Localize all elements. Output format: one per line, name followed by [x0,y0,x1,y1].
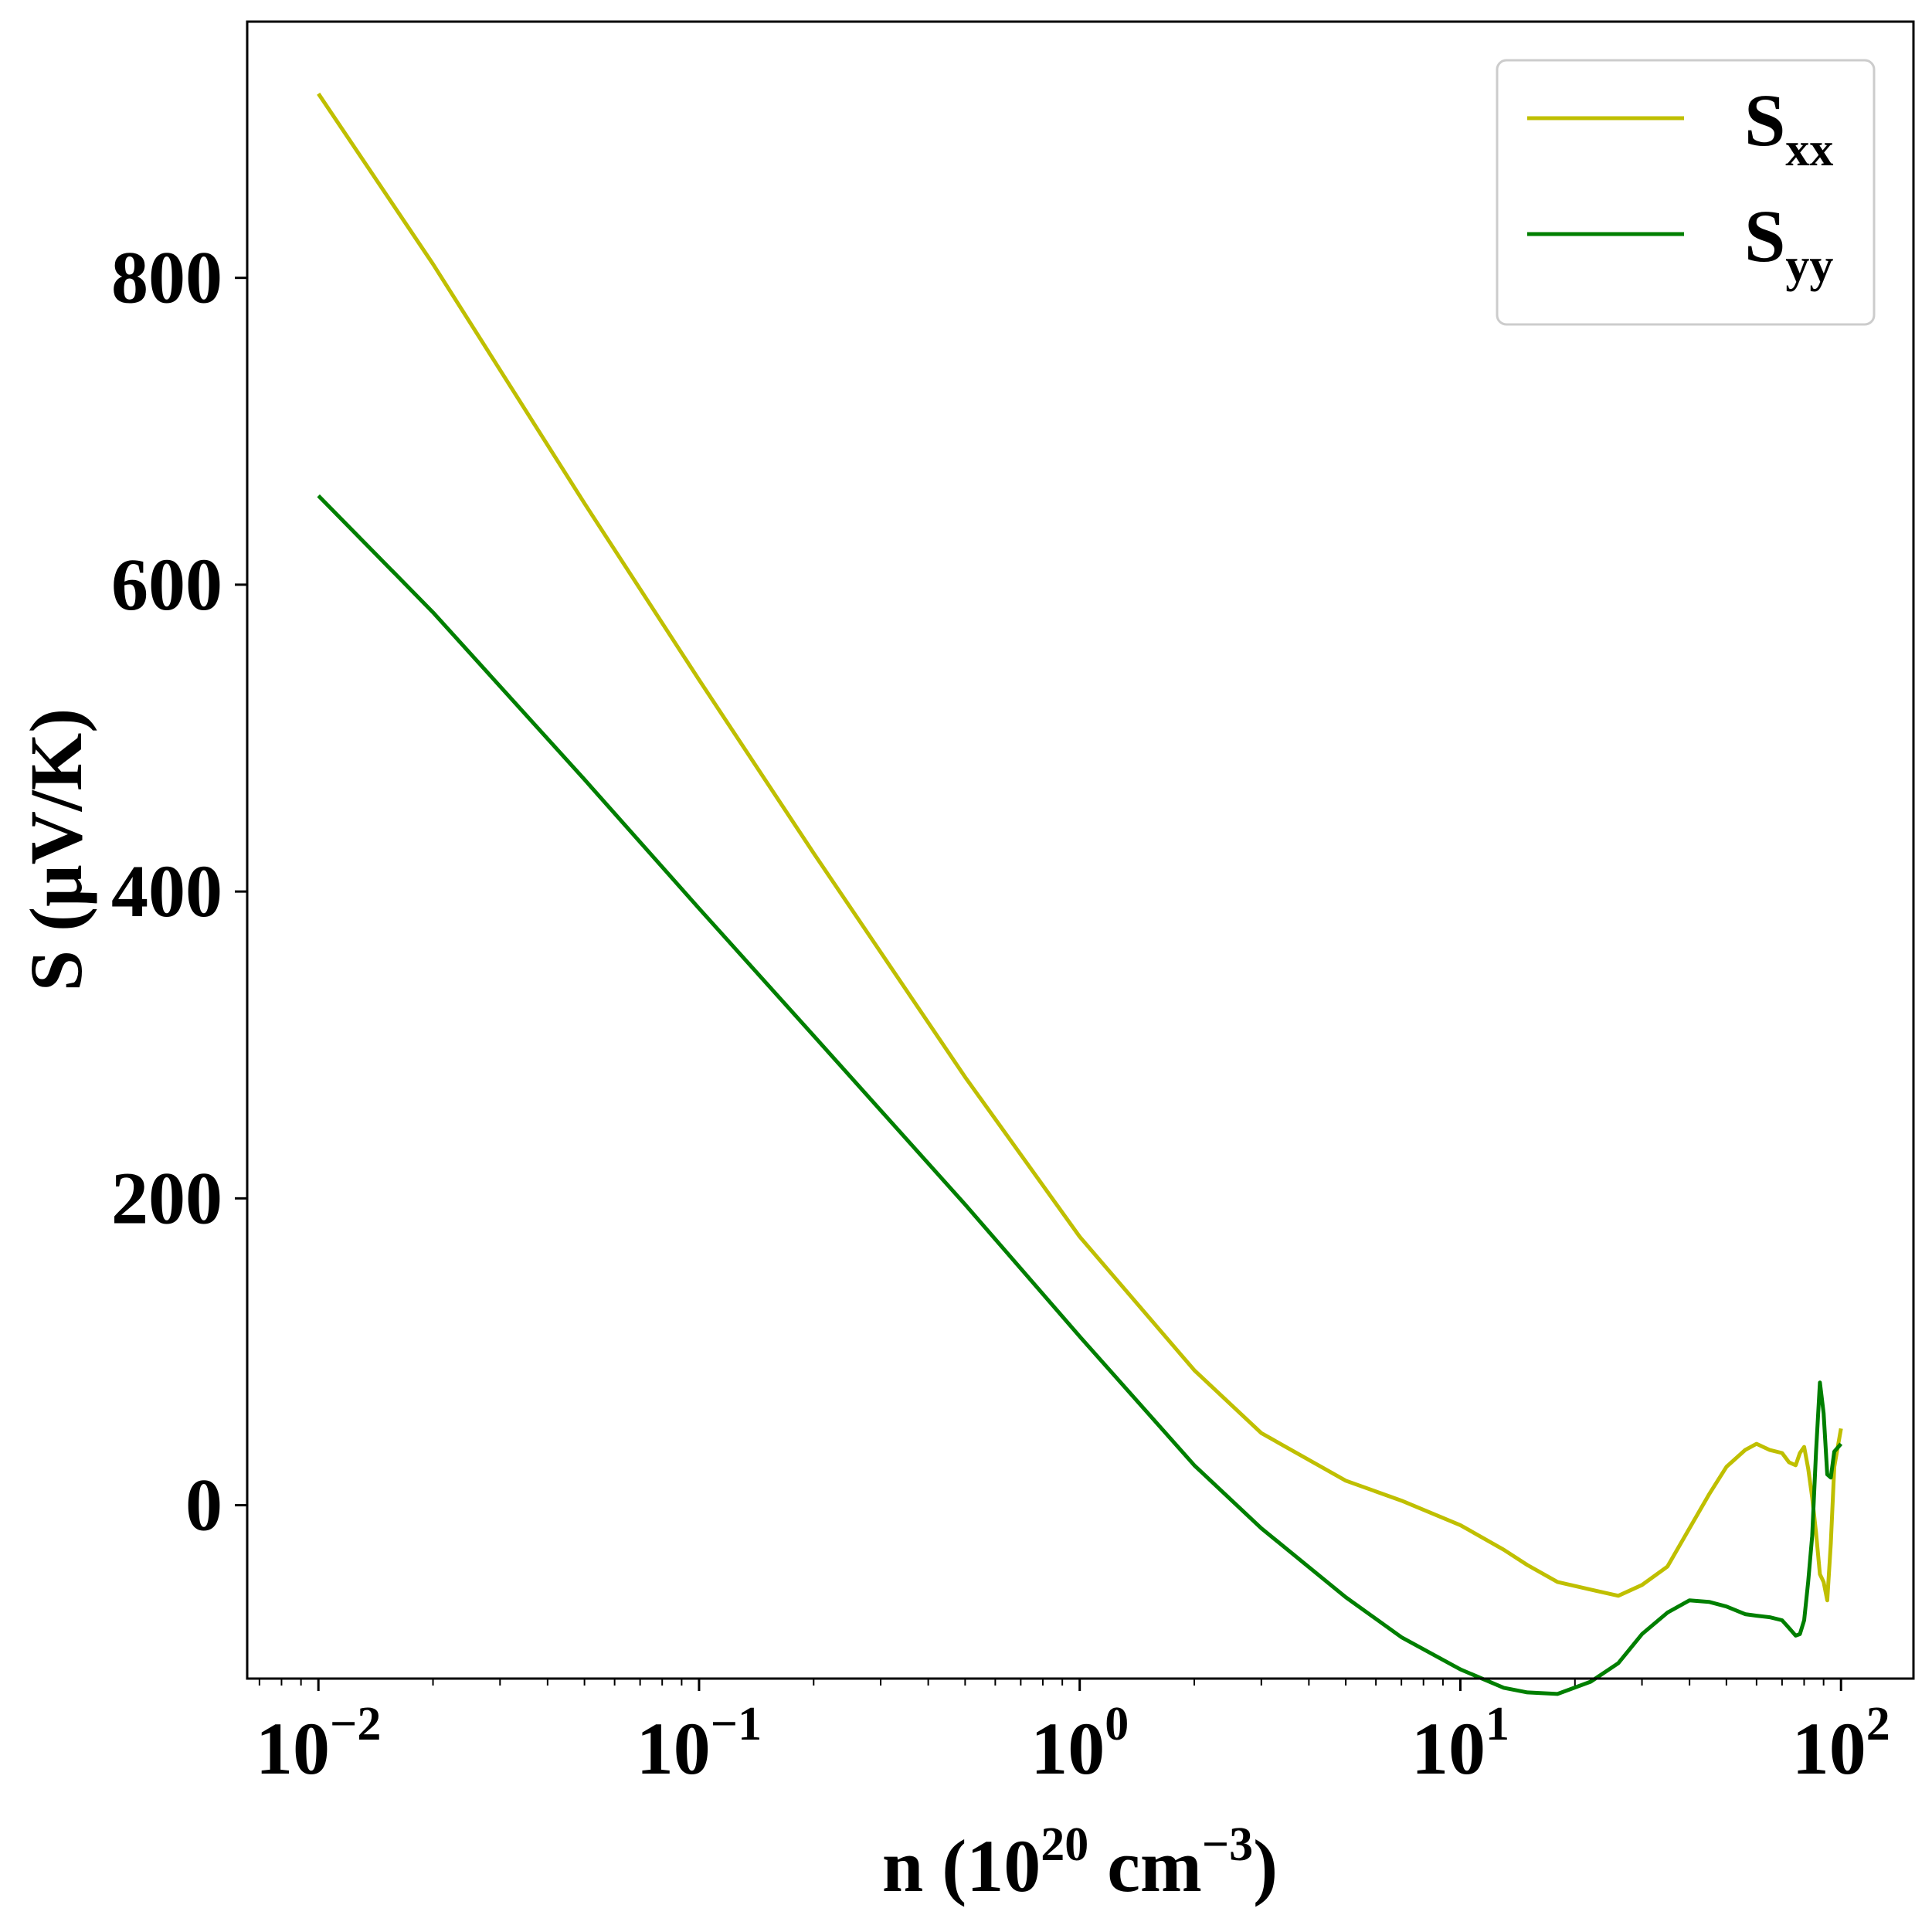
legend-label-syy: Syy [1744,195,1833,292]
series-layer [317,92,1843,1696]
x-tick-label: 10−2 [256,1698,381,1790]
series-line-syy [317,494,1843,1696]
x-axis-title-sup1: 20 [1041,1818,1088,1871]
x-axis-ticks: 10−2 10−1 100 101 102 [256,1679,1890,1790]
y-tick-label: 600 [111,543,222,626]
legend-label-syy-main: S [1744,195,1785,277]
x-tick-label-base: 10 [1792,1707,1866,1790]
y-tick-label: 0 [185,1464,222,1546]
x-axis-title: n (1020 cm−3) [882,1818,1278,1907]
x-tick-label: 101 [1411,1698,1509,1790]
y-tick-label: 200 [111,1156,222,1239]
x-axis-title-base: n (10 [882,1825,1041,1907]
legend-label-syy-sub: yy [1785,239,1833,292]
x-tick-label-base: 10 [1411,1707,1486,1790]
legend-label-sxx-main: S [1744,79,1785,161]
x-tick-label-exp: 1 [1486,1698,1509,1750]
x-axis-title-end: ) [1253,1825,1278,1907]
x-tick-label-base: 10 [1031,1707,1105,1790]
x-tick-label-exp: 2 [1866,1698,1890,1750]
x-axis-title-sup2: −3 [1202,1818,1253,1871]
y-axis-title: S (μV/K) [15,708,97,991]
legend-label-sxx: Sxx [1744,79,1833,176]
y-tick-label: 800 [111,236,222,319]
y-tick-label: 400 [111,850,222,932]
legend-label-sxx-sub: xx [1785,124,1833,176]
x-tick-label-exp: 0 [1105,1698,1129,1750]
x-tick-label-exp: −2 [330,1698,381,1750]
x-tick-label: 10−1 [637,1698,762,1790]
legend: Sxx Syy [1496,59,1876,326]
x-tick-label-exp: −1 [711,1698,762,1750]
x-tick-label-base: 10 [637,1707,711,1790]
x-tick-label-base: 10 [256,1707,330,1790]
y-axis-ticks: 0 200 400 600 800 [111,236,247,1546]
legend-frame [1496,59,1876,326]
x-tick-label: 100 [1031,1698,1129,1790]
x-tick-label: 102 [1792,1698,1890,1790]
x-axis-title-mid: cm [1088,1825,1202,1907]
